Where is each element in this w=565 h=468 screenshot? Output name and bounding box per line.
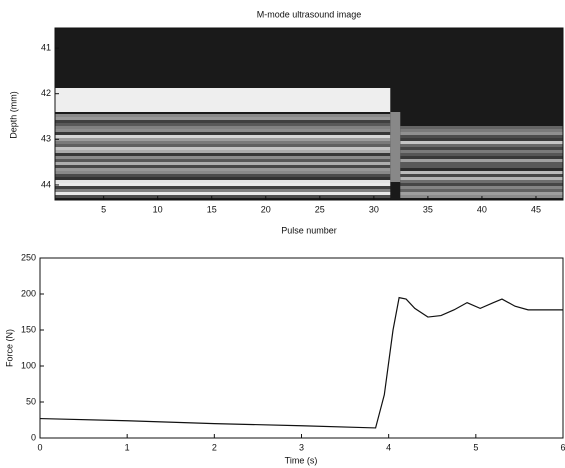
image-band [400, 186, 563, 189]
image-band [55, 192, 391, 195]
x-tick-label: 40 [477, 204, 487, 214]
x-tick-label: 6 [560, 442, 565, 452]
y-tick-label: 50 [26, 396, 36, 406]
image-band [400, 144, 563, 147]
x-axis-label: Pulse number [281, 225, 337, 235]
x-axis-label: Time (s) [285, 455, 318, 465]
y-tick-label: 44 [41, 179, 51, 189]
y-axis-label: Depth (mm) [8, 91, 18, 139]
x-tick-label: 35 [423, 204, 433, 214]
image-band [55, 132, 391, 135]
image-band [55, 147, 391, 150]
image-band [400, 156, 563, 159]
image-band [55, 180, 391, 183]
image-band [55, 162, 391, 165]
image-band [400, 159, 563, 162]
y-tick-label: 0 [31, 432, 36, 442]
image-title: M-mode ultrasound image [257, 9, 362, 19]
y-tick-label: 250 [21, 252, 36, 262]
image-band [400, 171, 563, 174]
plot-frame [39, 257, 564, 439]
y-tick-label: 43 [41, 134, 51, 144]
x-tick-label: 5 [101, 204, 106, 214]
y-tick-label: 42 [41, 88, 51, 98]
image-band [55, 135, 391, 138]
y-tick-label: 41 [41, 42, 51, 52]
x-tick-label: 5 [473, 442, 478, 452]
x-tick-label: 25 [315, 204, 325, 214]
x-tick-label: 2 [212, 442, 217, 452]
image-band [400, 162, 563, 165]
image-band [55, 88, 391, 112]
y-axis-label: Force (N) [4, 329, 14, 367]
image-band [400, 168, 563, 171]
image-band [400, 150, 563, 153]
image-band [55, 138, 391, 141]
image-band [55, 120, 391, 123]
image-band [400, 132, 563, 135]
x-tick-label: 30 [369, 204, 379, 214]
image-band [55, 141, 391, 144]
image-band [55, 159, 391, 162]
image-band [400, 174, 563, 177]
image-band [55, 183, 391, 186]
image-band [55, 171, 391, 174]
image-band [400, 180, 563, 183]
image-band [55, 174, 391, 177]
image-band [400, 177, 563, 180]
image-band [400, 183, 563, 186]
image-band [400, 147, 563, 150]
x-tick-label: 4 [386, 442, 391, 452]
image-band [55, 195, 391, 198]
x-tick-label: 3 [299, 442, 304, 452]
x-tick-label: 20 [261, 204, 271, 214]
image-band [400, 153, 563, 156]
image-band [55, 186, 391, 189]
image-band [400, 126, 563, 129]
image-band [400, 138, 563, 141]
image-band [55, 177, 391, 180]
image-frame [54, 27, 564, 201]
image-band [400, 165, 563, 168]
image-band [390, 112, 401, 182]
image-band [55, 129, 391, 132]
x-tick-label: 10 [153, 204, 163, 214]
y-tick-label: 200 [21, 288, 36, 298]
image-band [55, 123, 391, 126]
y-tick-label: 100 [21, 360, 36, 370]
image-band [400, 135, 563, 138]
image-band [55, 189, 391, 192]
image-band [400, 129, 563, 132]
image-band [400, 189, 563, 192]
image-band [55, 144, 391, 147]
x-tick-label: 45 [531, 204, 541, 214]
image-band [400, 141, 563, 144]
x-tick-label: 0 [37, 442, 42, 452]
image-band [55, 156, 391, 159]
image-band [400, 192, 563, 195]
x-tick-label: 1 [125, 442, 130, 452]
image-band [55, 153, 391, 156]
image-band [55, 126, 391, 129]
y-tick-label: 150 [21, 324, 36, 334]
image-band [55, 168, 391, 171]
image-band [55, 117, 391, 120]
image-band [55, 165, 391, 168]
image-band [55, 114, 391, 117]
image-band [55, 150, 391, 153]
x-tick-label: 15 [207, 204, 217, 214]
data-line [39, 296, 563, 429]
